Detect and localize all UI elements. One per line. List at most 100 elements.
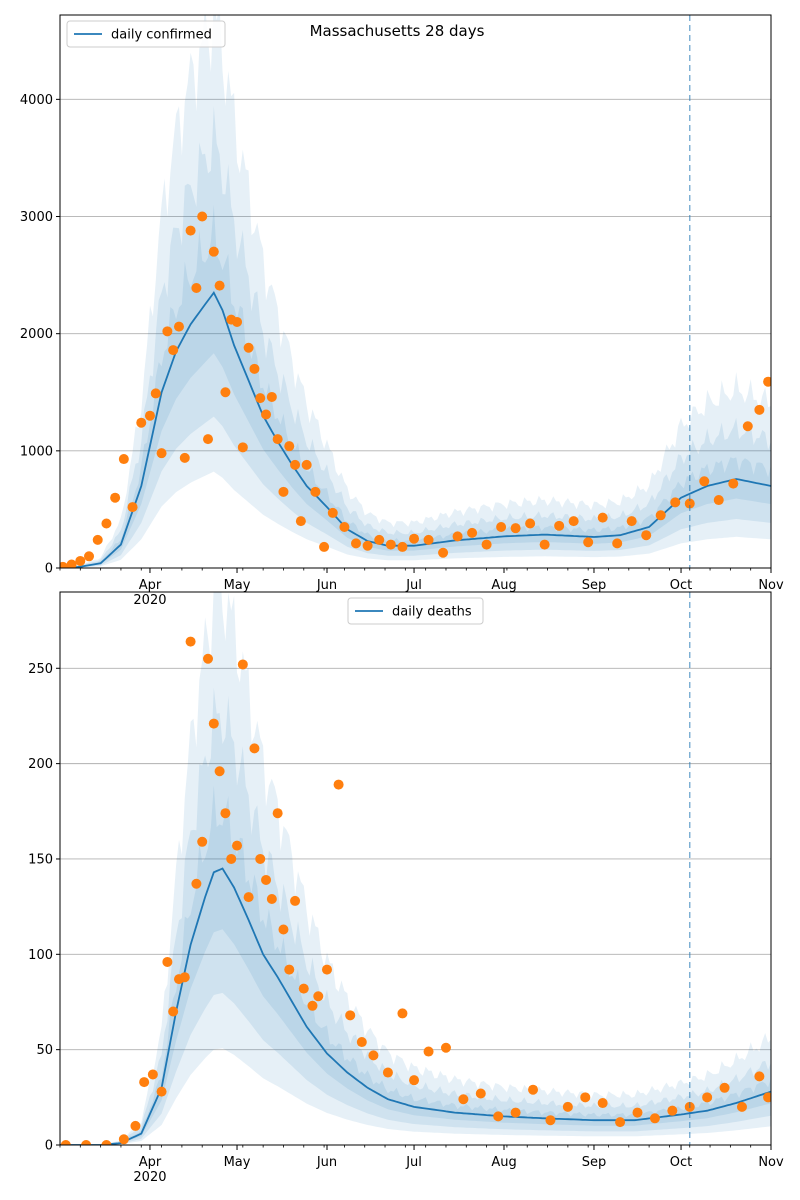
data-point xyxy=(197,211,208,222)
x-tick-label: Aug xyxy=(491,1155,516,1170)
data-point xyxy=(266,894,277,905)
legend-label: daily confirmed xyxy=(111,28,212,43)
data-point xyxy=(249,363,260,374)
y-tick-label: 3000 xyxy=(20,210,53,225)
data-point xyxy=(162,326,173,337)
data-point xyxy=(438,547,449,558)
x-tick-label: Sep xyxy=(582,578,607,593)
data-point xyxy=(382,1067,393,1078)
data-point xyxy=(60,1140,71,1145)
data-point xyxy=(545,1115,556,1126)
data-point xyxy=(101,1140,112,1145)
data-point xyxy=(510,1107,521,1118)
data-point xyxy=(208,718,219,729)
data-point xyxy=(699,476,710,487)
data-point xyxy=(440,1042,451,1053)
x-tick-label: Oct xyxy=(670,578,692,593)
data-point xyxy=(763,1092,771,1103)
data-point xyxy=(736,1101,747,1112)
data-point xyxy=(385,539,396,550)
data-point xyxy=(255,393,266,404)
y-tick-label: 250 xyxy=(28,662,53,677)
x-tick-label: Aug xyxy=(491,578,516,593)
data-point xyxy=(496,521,507,532)
data-point xyxy=(475,1088,486,1099)
data-point xyxy=(295,516,306,527)
data-point xyxy=(409,1075,420,1086)
data-point xyxy=(409,533,420,544)
data-point xyxy=(562,1101,573,1112)
data-point xyxy=(313,991,324,1002)
data-point xyxy=(763,376,771,387)
x-tick-label: May xyxy=(224,1155,251,1170)
uncertainty-band xyxy=(60,592,771,1145)
data-point xyxy=(452,531,463,542)
data-point xyxy=(423,534,434,545)
data-point xyxy=(92,534,103,545)
data-point xyxy=(249,743,260,754)
data-point xyxy=(368,1050,379,1061)
data-point xyxy=(191,282,202,293)
data-point xyxy=(310,486,321,497)
data-point xyxy=(539,539,550,550)
data-point xyxy=(255,853,266,864)
x-tick-label: May xyxy=(224,578,251,593)
data-point xyxy=(147,1069,158,1080)
data-point xyxy=(374,534,385,545)
data-point xyxy=(319,541,330,552)
data-point xyxy=(118,454,129,465)
data-point xyxy=(670,497,681,508)
y-tick-label: 50 xyxy=(36,1043,53,1058)
uncertainty-band xyxy=(60,687,771,1145)
data-point xyxy=(351,538,362,549)
data-point xyxy=(284,441,295,452)
data-point xyxy=(272,434,283,445)
legend: daily deaths xyxy=(347,597,484,625)
data-point xyxy=(615,1117,626,1128)
data-point xyxy=(467,527,478,538)
data-point xyxy=(162,956,173,967)
data-point xyxy=(481,539,492,550)
x-tick-label: Nov xyxy=(758,1155,784,1170)
data-point xyxy=(150,388,161,399)
plot-area xyxy=(60,15,771,568)
x-tick-label: Apr xyxy=(139,1155,162,1170)
data-point xyxy=(266,391,277,402)
data-point xyxy=(362,540,373,551)
data-point xyxy=(397,1008,408,1019)
data-point xyxy=(612,538,623,549)
data-point xyxy=(339,521,350,532)
x-tick-label: Oct xyxy=(670,1155,692,1170)
data-point xyxy=(649,1113,660,1124)
y-tick-label: 1000 xyxy=(20,444,53,459)
data-point xyxy=(243,342,254,353)
x-tick-label: Jun xyxy=(316,578,337,593)
data-point xyxy=(397,541,408,552)
series-line-0 xyxy=(60,290,771,568)
x-tick-label: Sep xyxy=(582,1155,607,1170)
data-point xyxy=(298,983,309,994)
legend: daily confirmed xyxy=(66,20,226,48)
data-point xyxy=(528,1084,539,1095)
data-point xyxy=(754,1071,765,1082)
data-point xyxy=(597,1098,608,1109)
y-tick-label: 100 xyxy=(28,948,53,963)
data-point xyxy=(101,518,112,529)
data-point xyxy=(568,516,579,527)
data-point xyxy=(278,924,289,935)
data-point xyxy=(301,459,312,470)
x-tick-label: Jul xyxy=(405,578,422,593)
data-point xyxy=(127,502,138,513)
data-point xyxy=(458,1094,469,1105)
data-point xyxy=(156,1086,167,1097)
data-point xyxy=(321,964,332,975)
data-point xyxy=(237,442,248,453)
data-point xyxy=(597,512,608,523)
data-point xyxy=(66,559,77,568)
data-point xyxy=(130,1120,141,1131)
data-point xyxy=(728,478,739,489)
x-tick-label: 2020 xyxy=(133,1170,166,1185)
data-point xyxy=(684,498,695,509)
